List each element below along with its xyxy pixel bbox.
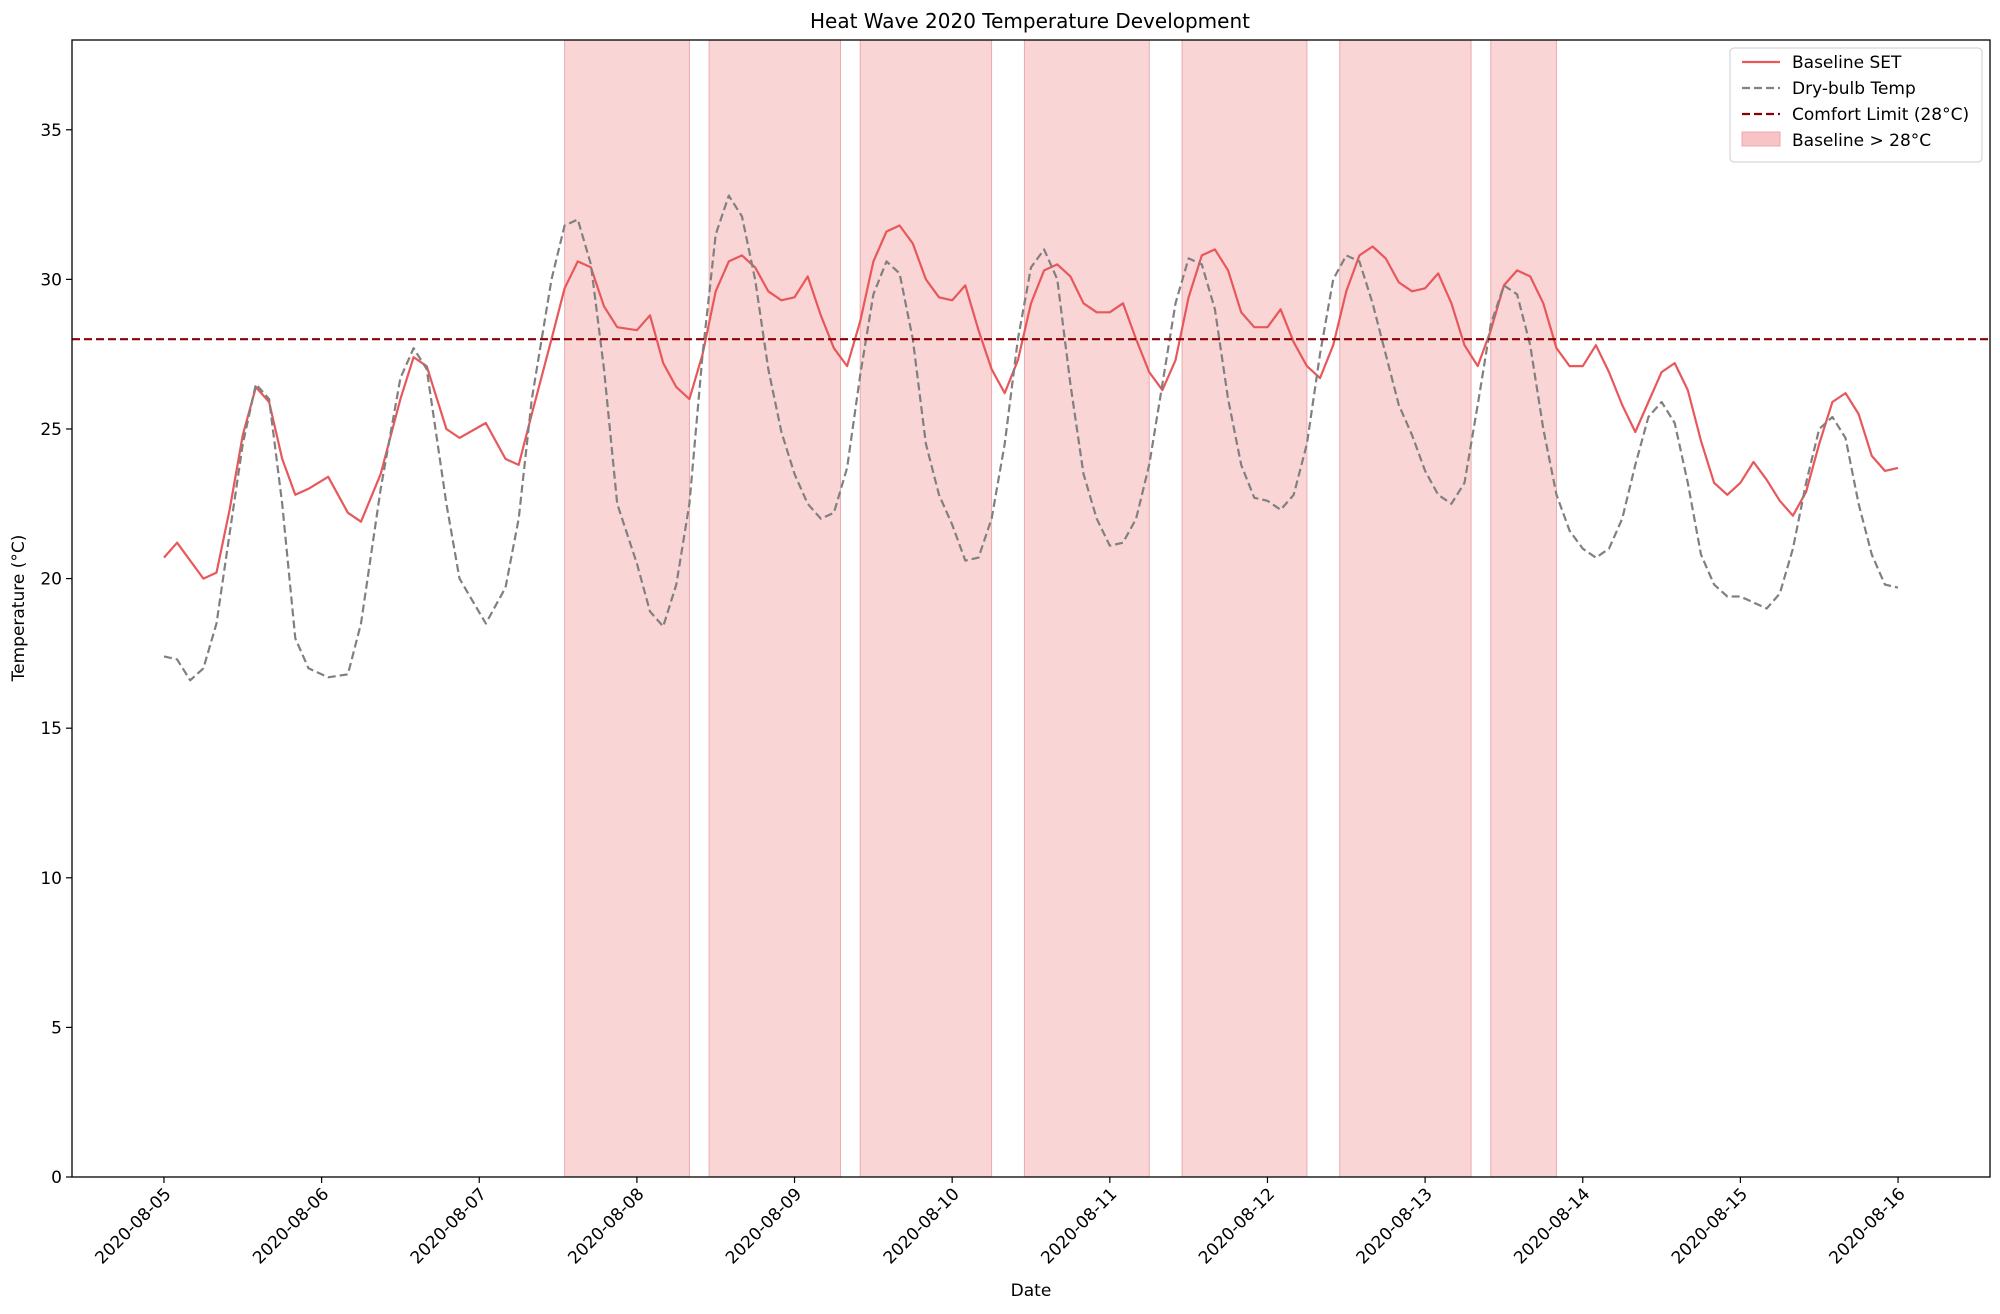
shaded-period-0 <box>564 39 690 1178</box>
legend-box <box>1729 47 1983 163</box>
x-tick-label-0: 2020-08-05 <box>91 1184 175 1268</box>
y-axis-label: Temperature (°C) <box>9 535 29 683</box>
x-tick-label-4: 2020-08-09 <box>722 1184 806 1268</box>
x-tick-label-8: 2020-08-13 <box>1353 1184 1437 1268</box>
series-line-1 <box>163 194 1899 682</box>
legend-label-2: Comfort Limit (28°C) <box>1792 105 1969 125</box>
shaded-period-6 <box>1490 39 1557 1178</box>
legend-label-3: Baseline > 28°C <box>1792 131 1931 151</box>
y-tick-label-5: 25 <box>40 420 62 440</box>
y-tick-label-1: 5 <box>51 1018 62 1038</box>
shaded-period-3 <box>1023 39 1150 1178</box>
legend-label-1: Dry-bulb Temp <box>1792 79 1916 99</box>
y-tick-label-7: 35 <box>40 121 62 141</box>
legend-label-0: Baseline SET <box>1792 53 1902 73</box>
legend-swatch-3 <box>1741 131 1781 147</box>
series-line-0 <box>163 224 1899 580</box>
y-tick-label-4: 20 <box>40 570 62 590</box>
x-tick-label-3: 2020-08-08 <box>564 1184 648 1268</box>
shaded-period-4 <box>1181 39 1308 1178</box>
x-tick-label-5: 2020-08-10 <box>880 1184 964 1268</box>
y-tick-label-2: 10 <box>40 869 62 889</box>
x-axis-label: Date <box>1011 1281 1052 1301</box>
y-tick-label-0: 0 <box>51 1168 62 1188</box>
x-tick-label-11: 2020-08-16 <box>1826 1184 1910 1268</box>
x-tick-label-10: 2020-08-15 <box>1668 1184 1752 1268</box>
shaded-period-1 <box>708 39 842 1178</box>
y-tick-label-3: 15 <box>40 719 62 739</box>
plot-frame <box>71 39 1991 1178</box>
shaded-period-2 <box>859 39 993 1178</box>
y-tick-label-6: 30 <box>40 270 62 290</box>
y-axis-ticks: 0 5 10 15 20 25 30 35 <box>40 121 72 1188</box>
series-lines <box>72 194 1990 682</box>
x-axis-ticks: 2020-08-05 2020-08-06 2020-08-07 2020-08-08… <box>91 1177 1910 1268</box>
shaded-periods <box>564 39 1557 1178</box>
x-tick-label-2: 2020-08-07 <box>407 1184 491 1268</box>
chart-title: Heat Wave 2020 Temperature Development <box>810 9 1250 33</box>
x-tick-label-7: 2020-08-12 <box>1195 1184 1279 1268</box>
shaded-period-5 <box>1339 39 1472 1178</box>
x-tick-label-6: 2020-08-11 <box>1037 1184 1121 1268</box>
x-tick-label-1: 2020-08-06 <box>249 1184 333 1268</box>
x-tick-label-9: 2020-08-14 <box>1510 1184 1594 1268</box>
legend: Baseline SET Dry-bulb Temp Comfort Limit (… <box>1729 47 1983 163</box>
